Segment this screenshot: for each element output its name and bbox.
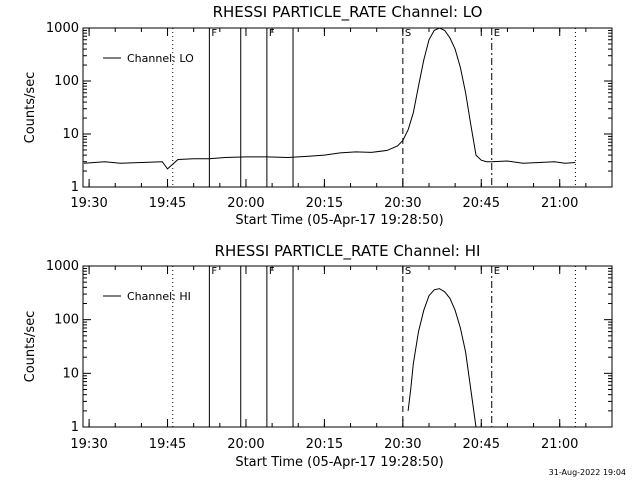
y-axis-label: Counts/sec — [23, 311, 38, 383]
x-tick-label: 21:00 — [541, 196, 578, 211]
footer-timestamp: 31-Aug-2022 19:04 — [549, 468, 626, 477]
x-tick-label: 21:00 — [541, 437, 578, 452]
y-tick-label: 100 — [54, 313, 79, 328]
event-marker-label: S — [405, 266, 411, 277]
lo-channel-panel: RHESSI PARTICLE_RATE Channel: LO F F S E 1 10 1… — [23, 3, 613, 228]
x-tick-label: 19:45 — [149, 437, 186, 452]
event-marker-label: F — [211, 28, 217, 39]
event-marker-label: E — [494, 28, 500, 39]
legend-label: Channel: HI — [127, 290, 191, 303]
y-tick-label: 10 — [62, 127, 79, 142]
x-tick-label: 20:30 — [384, 196, 421, 211]
event-marker-label: S — [405, 28, 411, 39]
y-tick-label: 1 — [71, 180, 79, 195]
y-tick-label: 100 — [54, 74, 79, 89]
plot-frame — [82, 27, 613, 188]
x-axis-label: Start Time (05-Apr-17 19:28:50) — [235, 455, 443, 470]
hi-channel-panel: RHESSI PARTICLE_RATE Channel: HI F F S E 1 10 1… — [23, 242, 613, 470]
series-line — [83, 27, 576, 170]
event-marker-label: F — [269, 266, 275, 277]
y-tick-label: 1000 — [46, 259, 79, 274]
event-marker-label: E — [494, 266, 500, 277]
chart-title: RHESSI PARTICLE_RATE Channel: LO — [213, 3, 483, 22]
event-marker-label: F — [269, 28, 275, 39]
series-line — [407, 288, 477, 428]
x-tick-label: 19:30 — [70, 437, 107, 452]
x-tick-label: 19:45 — [149, 196, 186, 211]
y-tick-label: 1 — [71, 420, 79, 435]
event-marker-label: F — [211, 266, 217, 277]
x-tick-label: 20:00 — [227, 437, 264, 452]
x-tick-label: 20:45 — [463, 196, 500, 211]
y-tick-label: 1000 — [46, 21, 79, 36]
y-tick-label: 10 — [62, 366, 79, 381]
x-axis-label: Start Time (05-Apr-17 19:28:50) — [235, 213, 443, 228]
x-tick-label: 20:30 — [384, 437, 421, 452]
legend-label: Channel: LO — [127, 52, 194, 65]
x-tick-label: 20:15 — [306, 437, 343, 452]
y-axis-label: Counts/sec — [23, 72, 38, 144]
x-tick-label: 20:45 — [463, 437, 500, 452]
x-tick-label: 20:00 — [227, 196, 264, 211]
x-tick-label: 19:30 — [70, 196, 107, 211]
chart-title: RHESSI PARTICLE_RATE Channel: HI — [215, 242, 481, 261]
x-tick-label: 20:15 — [306, 196, 343, 211]
